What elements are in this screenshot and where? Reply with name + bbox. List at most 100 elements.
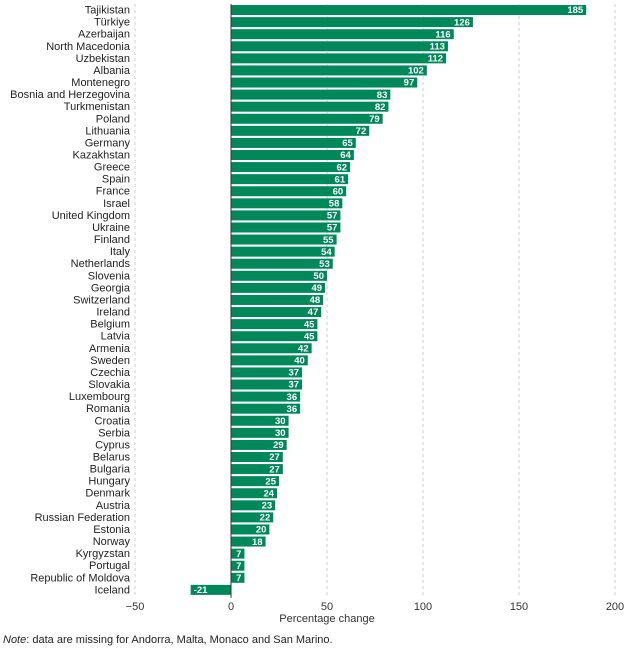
x-tick-label: 50 <box>321 601 333 613</box>
bar <box>231 391 301 402</box>
category-label: Bulgaria <box>90 464 131 476</box>
category-label: Italy <box>110 246 131 258</box>
bar <box>231 572 245 583</box>
bar <box>231 5 587 16</box>
category-label: Israel <box>103 198 130 210</box>
data-label: 30 <box>275 428 286 439</box>
data-label: 22 <box>260 513 271 524</box>
category-label: Uzbekistan <box>76 53 130 65</box>
bar <box>231 294 324 305</box>
category-label: Kyrgyzstan <box>76 548 130 560</box>
category-label: Georgia <box>91 282 131 294</box>
x-tick-label: 150 <box>510 601 528 613</box>
bar <box>231 307 322 318</box>
category-label: Germany <box>85 137 131 149</box>
bar <box>231 548 245 559</box>
category-label: Denmark <box>85 488 130 500</box>
bar <box>231 222 341 233</box>
category-label: Greece <box>94 162 130 174</box>
x-tick-label: 100 <box>414 601 432 613</box>
data-label: 18 <box>252 537 263 548</box>
x-tick-label: 0 <box>228 601 234 613</box>
bar <box>231 319 318 330</box>
data-label: 79 <box>369 114 380 125</box>
data-label: 53 <box>319 259 330 270</box>
category-label: Netherlands <box>71 258 131 270</box>
data-label: 49 <box>312 283 323 294</box>
data-label: 24 <box>264 488 275 499</box>
bar <box>231 101 389 112</box>
bar <box>231 65 427 76</box>
category-label: Bosnia and Herzegovina <box>10 89 131 101</box>
data-label: 23 <box>262 501 273 512</box>
bar <box>231 29 454 40</box>
category-label: Ukraine <box>92 222 130 234</box>
bar <box>231 355 308 366</box>
data-label: 37 <box>288 380 299 391</box>
bar <box>231 17 473 28</box>
x-axis-title: Percentage change <box>279 613 374 625</box>
data-label: 54 <box>321 247 332 258</box>
data-label: 37 <box>288 368 299 379</box>
data-label: 64 <box>340 150 351 161</box>
category-label: Turkmenistan <box>64 101 130 113</box>
data-label: 45 <box>304 331 315 342</box>
data-label: -21 <box>194 585 208 596</box>
category-label: France <box>96 186 130 198</box>
category-label: Azerbaijan <box>78 29 130 41</box>
bar <box>231 150 354 160</box>
category-label: Sweden <box>90 355 130 367</box>
data-label: 113 <box>430 41 445 52</box>
category-label: Austria <box>96 500 131 512</box>
data-label: 65 <box>342 138 353 149</box>
category-label: Tajikistan <box>85 5 130 17</box>
category-label: Cyprus <box>95 439 130 451</box>
bar <box>231 198 343 209</box>
category-label: Armenia <box>89 343 131 355</box>
data-label: 97 <box>404 78 415 89</box>
data-label: 25 <box>265 476 276 487</box>
data-label: 40 <box>294 356 305 367</box>
bar <box>231 113 383 124</box>
footnote: Note: data are missing for Andorra, Malt… <box>3 634 333 646</box>
bar <box>231 270 327 281</box>
category-label: Belarus <box>93 452 131 464</box>
category-label: Montenegro <box>71 77 130 89</box>
data-label: 116 <box>435 29 450 40</box>
bar <box>231 174 349 185</box>
data-label: 112 <box>428 54 443 65</box>
category-label: Norway <box>93 536 131 548</box>
bar <box>231 53 447 64</box>
data-label: 60 <box>333 186 344 197</box>
category-label: Republic of Moldova <box>30 572 131 584</box>
bar <box>231 403 301 414</box>
data-label: 42 <box>298 343 309 354</box>
bar <box>231 125 370 136</box>
bar <box>231 331 318 342</box>
data-label: 7 <box>236 561 241 572</box>
bar <box>231 536 266 547</box>
bar <box>231 77 418 88</box>
category-label: Finland <box>94 234 130 246</box>
data-label: 20 <box>256 525 267 536</box>
data-label: 61 <box>335 174 346 185</box>
bar <box>231 343 312 354</box>
bar <box>190 584 231 595</box>
category-label: United Kingdom <box>52 210 130 222</box>
category-label: Hungary <box>88 476 130 488</box>
category-label: Serbia <box>98 427 131 439</box>
note-text: : data are missing for Andorra, Malta, M… <box>26 634 333 646</box>
data-label: 30 <box>275 416 286 427</box>
category-label: Kazakhstan <box>73 150 130 162</box>
category-label: Estonia <box>93 524 131 536</box>
data-label: 7 <box>236 573 241 584</box>
bar <box>231 439 287 450</box>
category-label: Türkiye <box>94 17 130 29</box>
data-label: 185 <box>567 5 584 16</box>
bar <box>231 137 356 148</box>
data-label: 48 <box>310 295 321 306</box>
data-label: 57 <box>327 211 338 222</box>
bar <box>231 234 337 245</box>
bar <box>231 500 276 511</box>
